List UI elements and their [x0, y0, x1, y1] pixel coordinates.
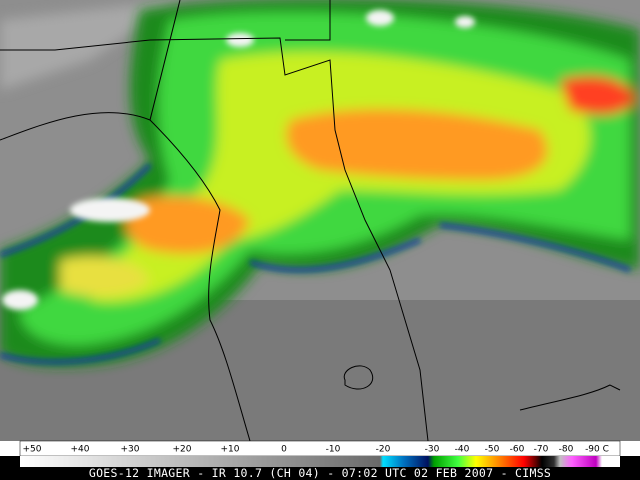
scale-label: -70 [534, 445, 549, 455]
scale-label: -50 [485, 445, 500, 455]
scale-label: -10 [326, 445, 341, 455]
scale-label: -90 C [585, 445, 609, 455]
scale-label: -60 [510, 445, 525, 455]
scale-label: +50 [23, 445, 42, 455]
scale-label: -40 [455, 445, 470, 455]
caption: GOES-12 IMAGER - IR 10.7 (CH 04) - 07:02… [89, 466, 551, 480]
scale-label: +20 [173, 445, 192, 455]
scale-label: -30 [425, 445, 440, 455]
caption-band [0, 467, 640, 480]
scale-frame [19, 440, 621, 457]
scale-label: +30 [121, 445, 140, 455]
imagery [0, 0, 640, 442]
scale-label: -80 [559, 445, 574, 455]
scale-label: -20 [376, 445, 391, 455]
scale-labels: +50 +40 +30 +20 +10 0 -10 -20 -30 -40 -50 -60 -70 -80… [23, 445, 609, 455]
scale-label: +10 [221, 445, 240, 455]
scale-label: +40 [71, 445, 90, 455]
scale-label: 0 [281, 445, 287, 455]
coastline [0, 0, 621, 442]
color-scale [20, 456, 620, 467]
